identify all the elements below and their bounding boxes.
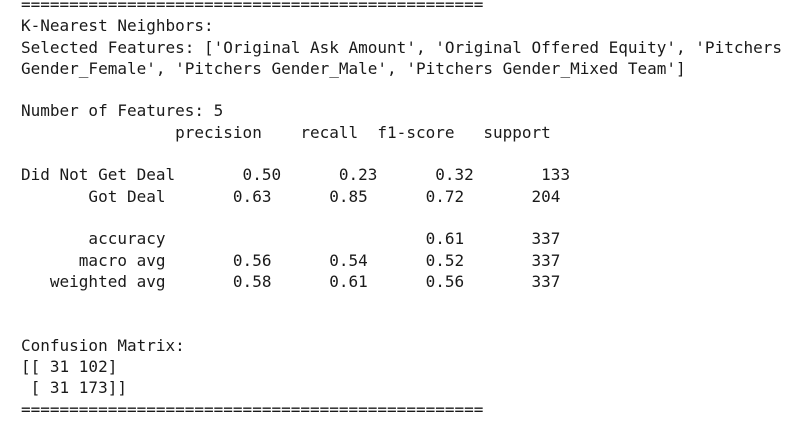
report-row-got-deal: Got Deal 0.63 0.85 0.72 204 — [21, 186, 561, 206]
separator-top: ========================================… — [21, 0, 484, 14]
report-header: precision recall f1-score support — [21, 122, 551, 142]
confusion-matrix-row-2: [ 31 173]] — [21, 378, 127, 398]
report-row-macro-avg: macro avg 0.56 0.54 0.52 337 — [21, 250, 561, 270]
confusion-matrix-title: Confusion Matrix: — [21, 335, 185, 355]
report-row-did-not-get-deal: Did Not Get Deal 0.50 0.23 0.32 133 — [21, 165, 571, 185]
blank-line — [21, 292, 782, 313]
number-of-features: Number of Features: 5 — [21, 101, 224, 121]
confusion-matrix-row-1: [[ 31 102] — [21, 357, 118, 377]
report-row-accuracy: accuracy 0.61 337 — [21, 229, 561, 249]
blank-line — [21, 79, 782, 100]
selected-features-line-1: Selected Features: ['Original Ask Amount… — [21, 37, 782, 57]
report-row-weighted-avg: weighted avg 0.58 0.61 0.56 337 — [21, 271, 561, 291]
selected-features-line-2: Gender_Female', 'Pitchers Gender_Male', … — [21, 58, 686, 78]
blank-line — [21, 207, 782, 228]
blank-line — [21, 143, 782, 164]
blank-line — [21, 313, 782, 334]
console-output: ========================================… — [21, 0, 782, 420]
separator-bottom: ========================================… — [21, 399, 484, 419]
model-title: K-Nearest Neighbors: — [21, 16, 214, 36]
